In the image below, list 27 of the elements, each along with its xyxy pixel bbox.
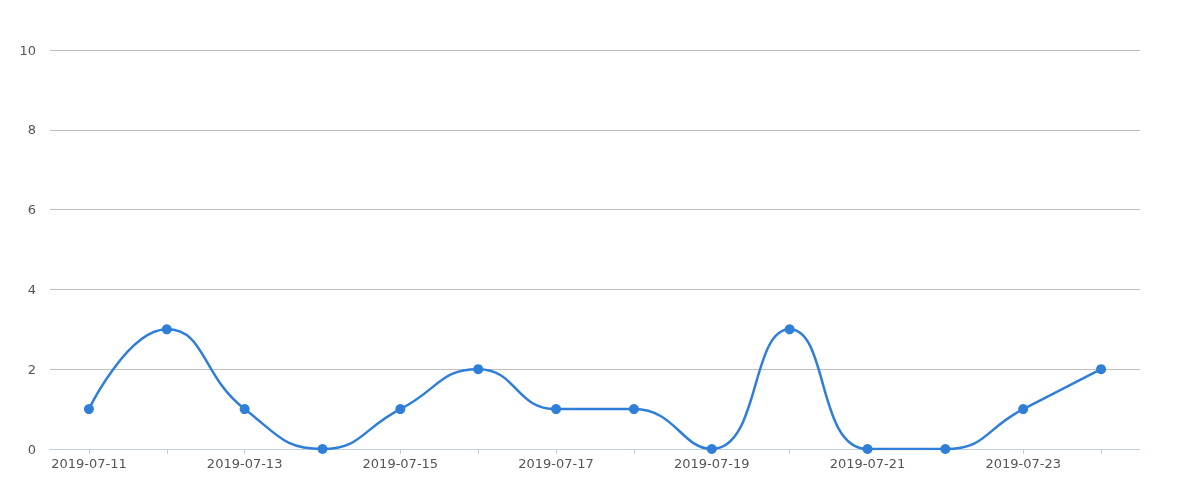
x-tick-label: 2019-07-21	[829, 456, 906, 471]
x-tick-label: 2019-07-13	[206, 456, 283, 471]
x-tick-label: 2019-07-19	[674, 456, 750, 471]
point	[395, 404, 406, 415]
point	[551, 404, 562, 415]
point	[862, 444, 873, 454]
point	[784, 324, 795, 335]
point	[239, 404, 250, 415]
y-tick-label: 10	[19, 42, 36, 58]
y-tick-label: 2	[27, 361, 36, 377]
y-tick-label: 0	[27, 441, 36, 457]
y-tick-label: 4	[27, 281, 36, 297]
point	[83, 404, 94, 415]
y-tick-label: 6	[27, 202, 36, 218]
x-tick-label: 2019-07-17	[518, 456, 594, 471]
x-tick-label: 2019-07-15	[362, 456, 439, 471]
point	[940, 444, 951, 454]
point	[706, 444, 717, 454]
point	[317, 444, 328, 454]
point	[628, 404, 639, 415]
y-tick-label: 8	[27, 122, 36, 138]
point	[161, 324, 172, 335]
x-tick-label: 2019-07-11	[51, 456, 127, 471]
point	[1018, 404, 1029, 415]
x-tick-label: 2019-07-23	[985, 456, 1061, 471]
point	[473, 364, 484, 375]
point	[1096, 364, 1107, 375]
